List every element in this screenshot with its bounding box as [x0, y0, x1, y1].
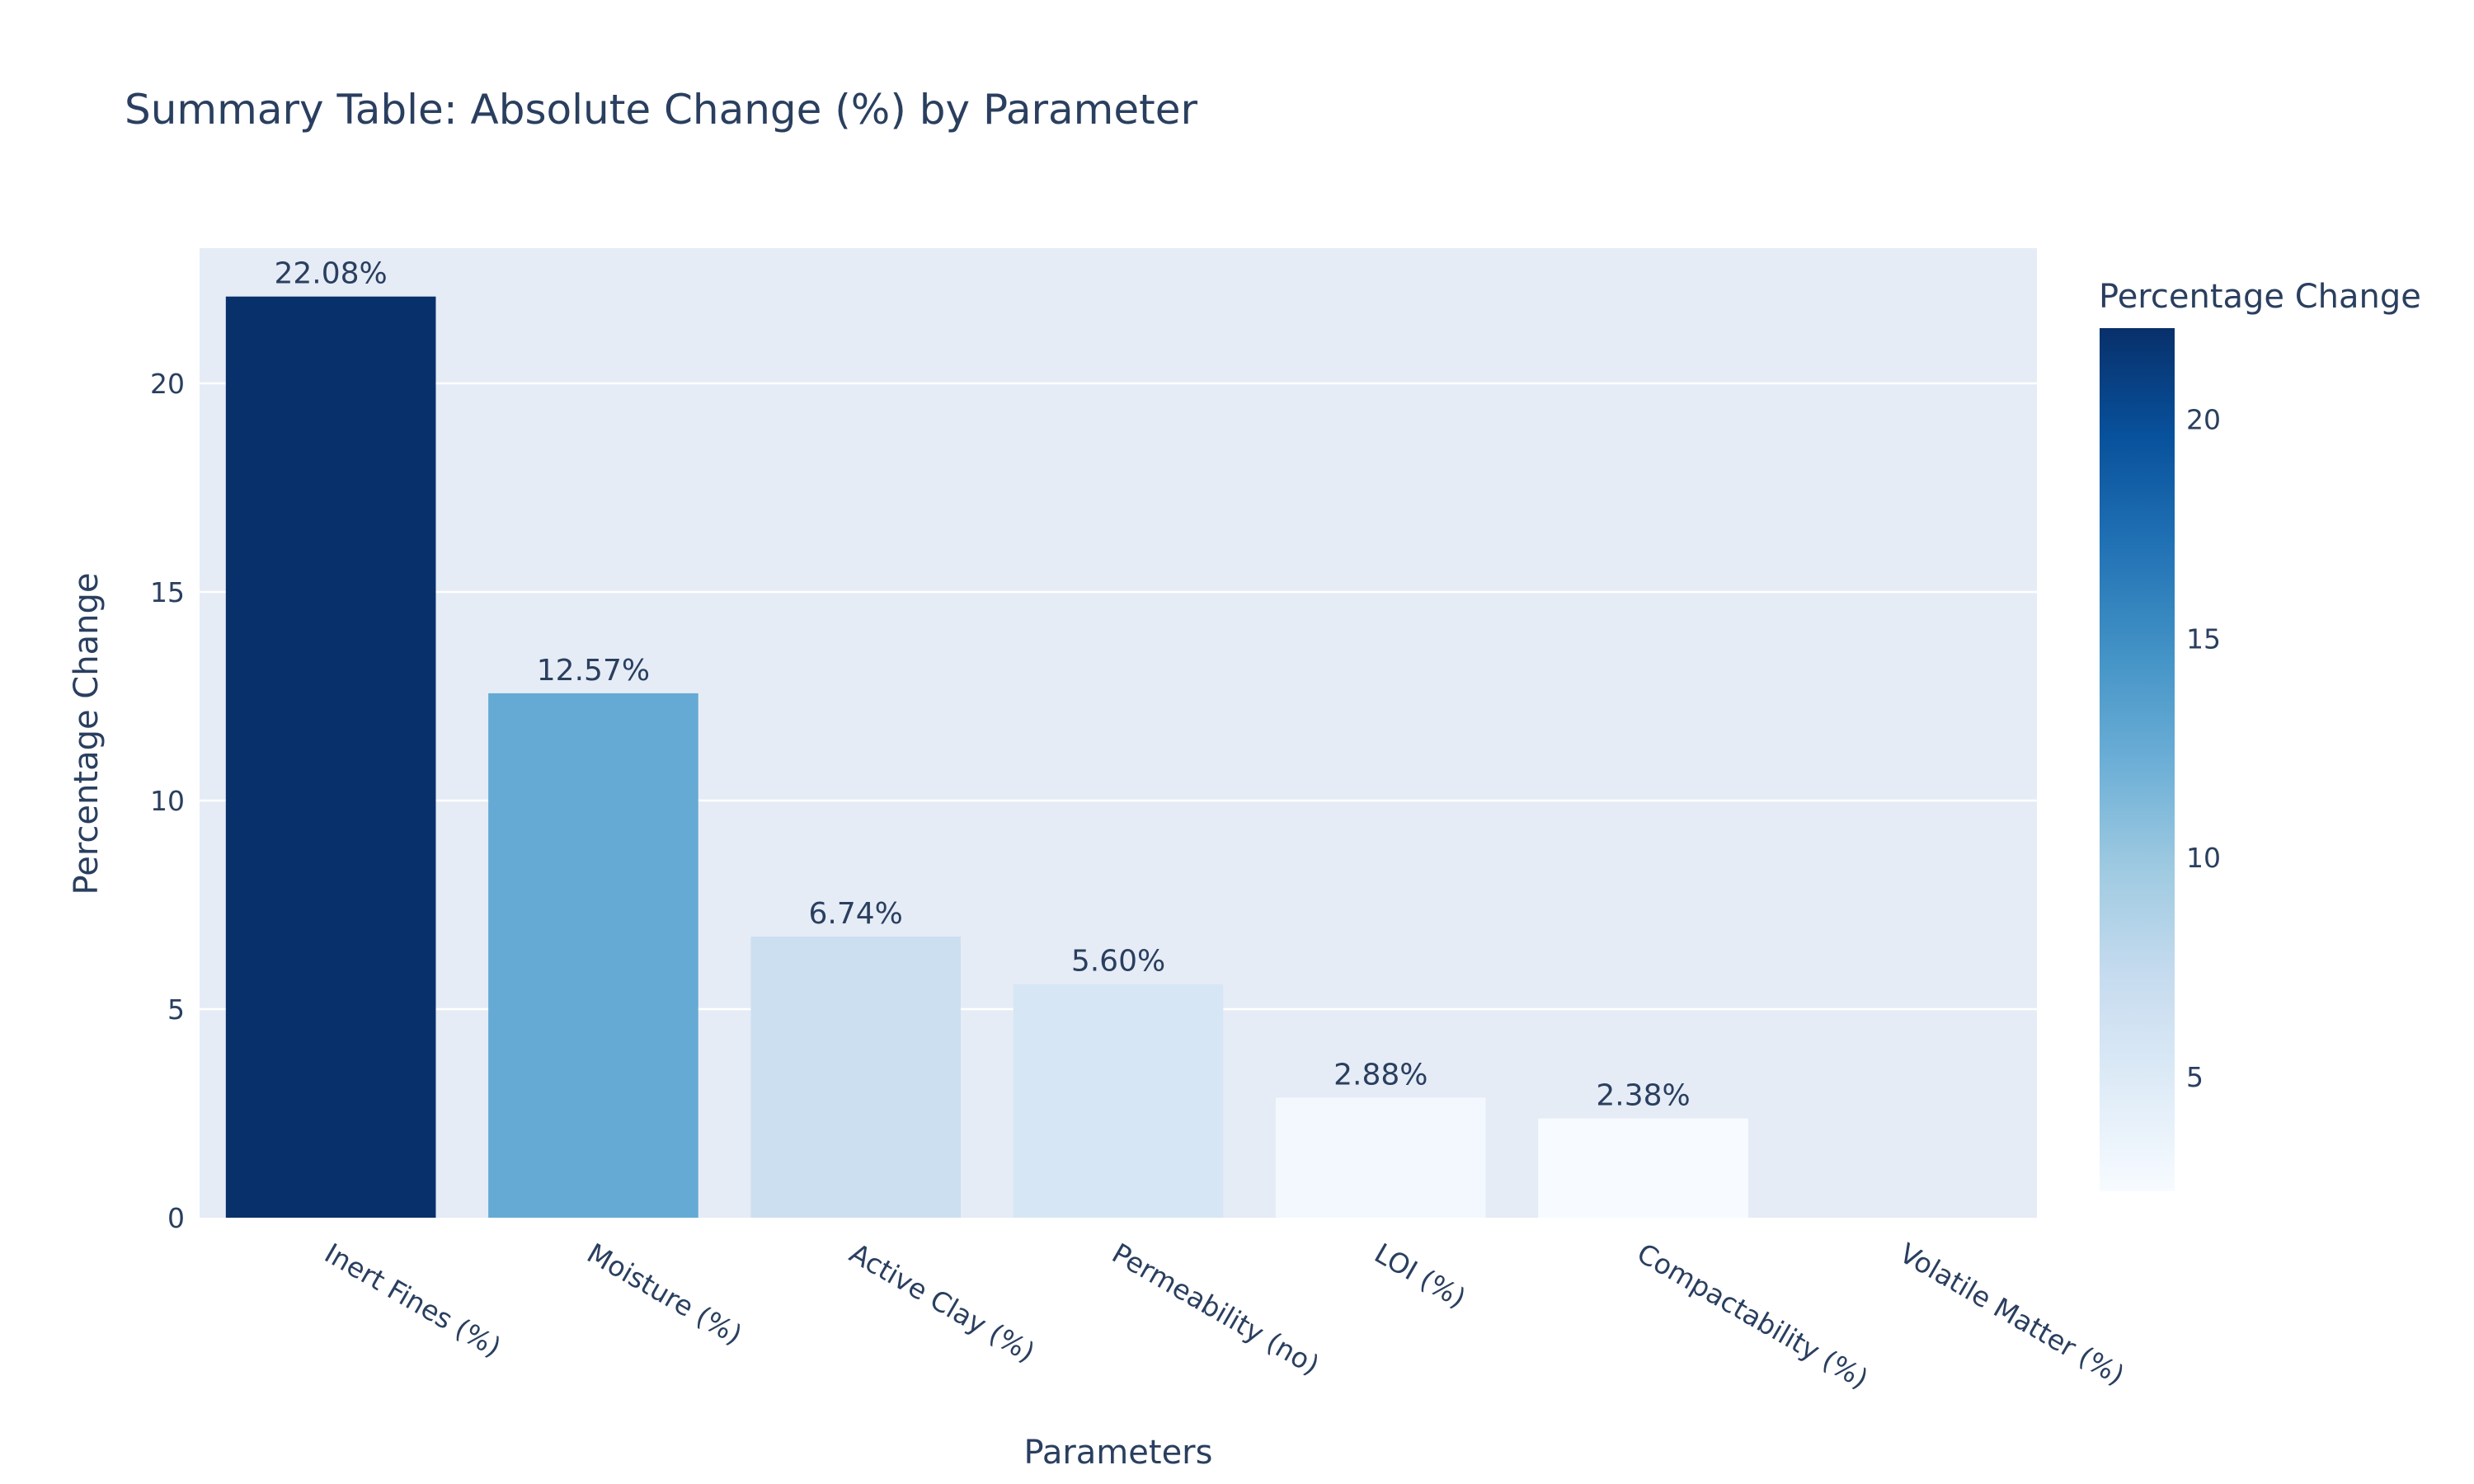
- bar-value-label: 22.08%: [275, 257, 388, 291]
- colorbar-tick-label: 20: [2186, 404, 2221, 436]
- bar: [488, 693, 698, 1218]
- colorbar-tick-label: 15: [2186, 622, 2221, 655]
- x-axis-ticks: Inert Fines (%) Moisture (%) Active Clay (…: [319, 1237, 2130, 1395]
- x-tick-label: Moisture (%): [581, 1237, 747, 1351]
- bar-value-label: 5.60%: [1071, 945, 1165, 979]
- y-tick-label: 10: [150, 785, 185, 817]
- x-axis-title: Parameters: [1024, 1434, 1213, 1472]
- bar: [1275, 1097, 1486, 1218]
- colorbar-gradient: [2100, 328, 2175, 1191]
- x-tick-label: Compactability (%): [1632, 1237, 1874, 1395]
- bar: [1013, 984, 1224, 1218]
- y-tick-label: 15: [150, 576, 185, 608]
- bars: [225, 296, 1748, 1219]
- y-axis-ticks: 0 5 10 15 20: [150, 368, 185, 1234]
- y-tick-label: 0: [167, 1202, 185, 1234]
- colorbar-tick-label: 5: [2186, 1061, 2204, 1093]
- x-tick-label: Inert Fines (%): [319, 1237, 506, 1364]
- bar-value-label: 12.57%: [537, 654, 650, 688]
- bar-value-label: 2.38%: [1596, 1079, 1690, 1113]
- x-tick-label: Permeability (no): [1107, 1237, 1325, 1381]
- y-tick-label: 20: [150, 368, 185, 400]
- y-axis-title: Percentage Change: [68, 573, 106, 895]
- bar: [1538, 1118, 1748, 1218]
- bar-value-label: 6.74%: [809, 897, 903, 931]
- colorbar-tick-label: 10: [2186, 842, 2221, 874]
- x-tick-label: LOI (%): [1369, 1237, 1471, 1314]
- x-tick-label: Active Clay (%): [844, 1237, 1041, 1369]
- x-tick-label: Volatile Matter (%): [1894, 1237, 2130, 1392]
- chart-title: Summary Table: Absolute Change (%) by Pa…: [125, 86, 1198, 134]
- bar-value-label: 2.88%: [1333, 1058, 1427, 1092]
- colorbar-title: Percentage Change: [2099, 278, 2421, 316]
- bar: [750, 936, 962, 1218]
- colorbar: Percentage Change 5 10 15 20: [2099, 278, 2421, 1191]
- bar: [225, 296, 436, 1219]
- bar-value-labels: 22.08% 12.57% 6.74% 5.60% 2.88% 2.38%: [275, 257, 1691, 1113]
- colorbar-ticks: 5 10 15 20: [2186, 404, 2221, 1093]
- y-tick-label: 5: [167, 993, 185, 1026]
